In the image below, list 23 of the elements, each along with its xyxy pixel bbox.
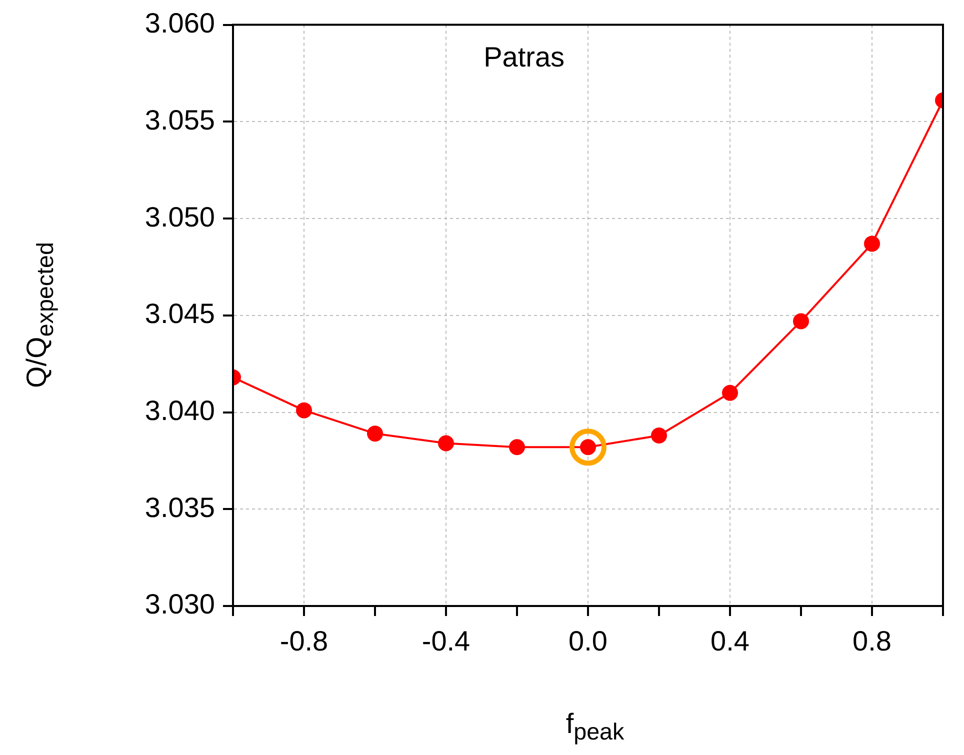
x-tick-label: 0.8: [852, 626, 892, 657]
x-tick-label: 0.0: [568, 626, 608, 657]
x-tick-label: 0.4: [710, 626, 750, 657]
y-tick-label: 3.030: [144, 588, 215, 620]
y-tick-label: 3.055: [144, 104, 215, 136]
point: [367, 426, 383, 442]
y-tick-label: 3.060: [144, 8, 215, 39]
y-tick-label: 3.035: [144, 492, 215, 523]
point: [570, 428, 606, 466]
point: [864, 236, 880, 252]
x-tick-label: -0.4: [422, 626, 470, 657]
y-tick-label: 3.045: [144, 298, 215, 330]
y-tick-label: 3.050: [144, 201, 215, 232]
point: [793, 313, 809, 330]
point: [651, 428, 667, 444]
point: [722, 384, 738, 401]
y-tick-label: 3.040: [144, 394, 215, 426]
point: [509, 439, 525, 456]
point: [296, 402, 312, 418]
point: [438, 435, 454, 452]
x-tick-label: -0.8: [280, 626, 328, 657]
x-axis-title: f$_{peak}$: [566, 708, 624, 746]
annotation: Patras: [484, 42, 565, 73]
